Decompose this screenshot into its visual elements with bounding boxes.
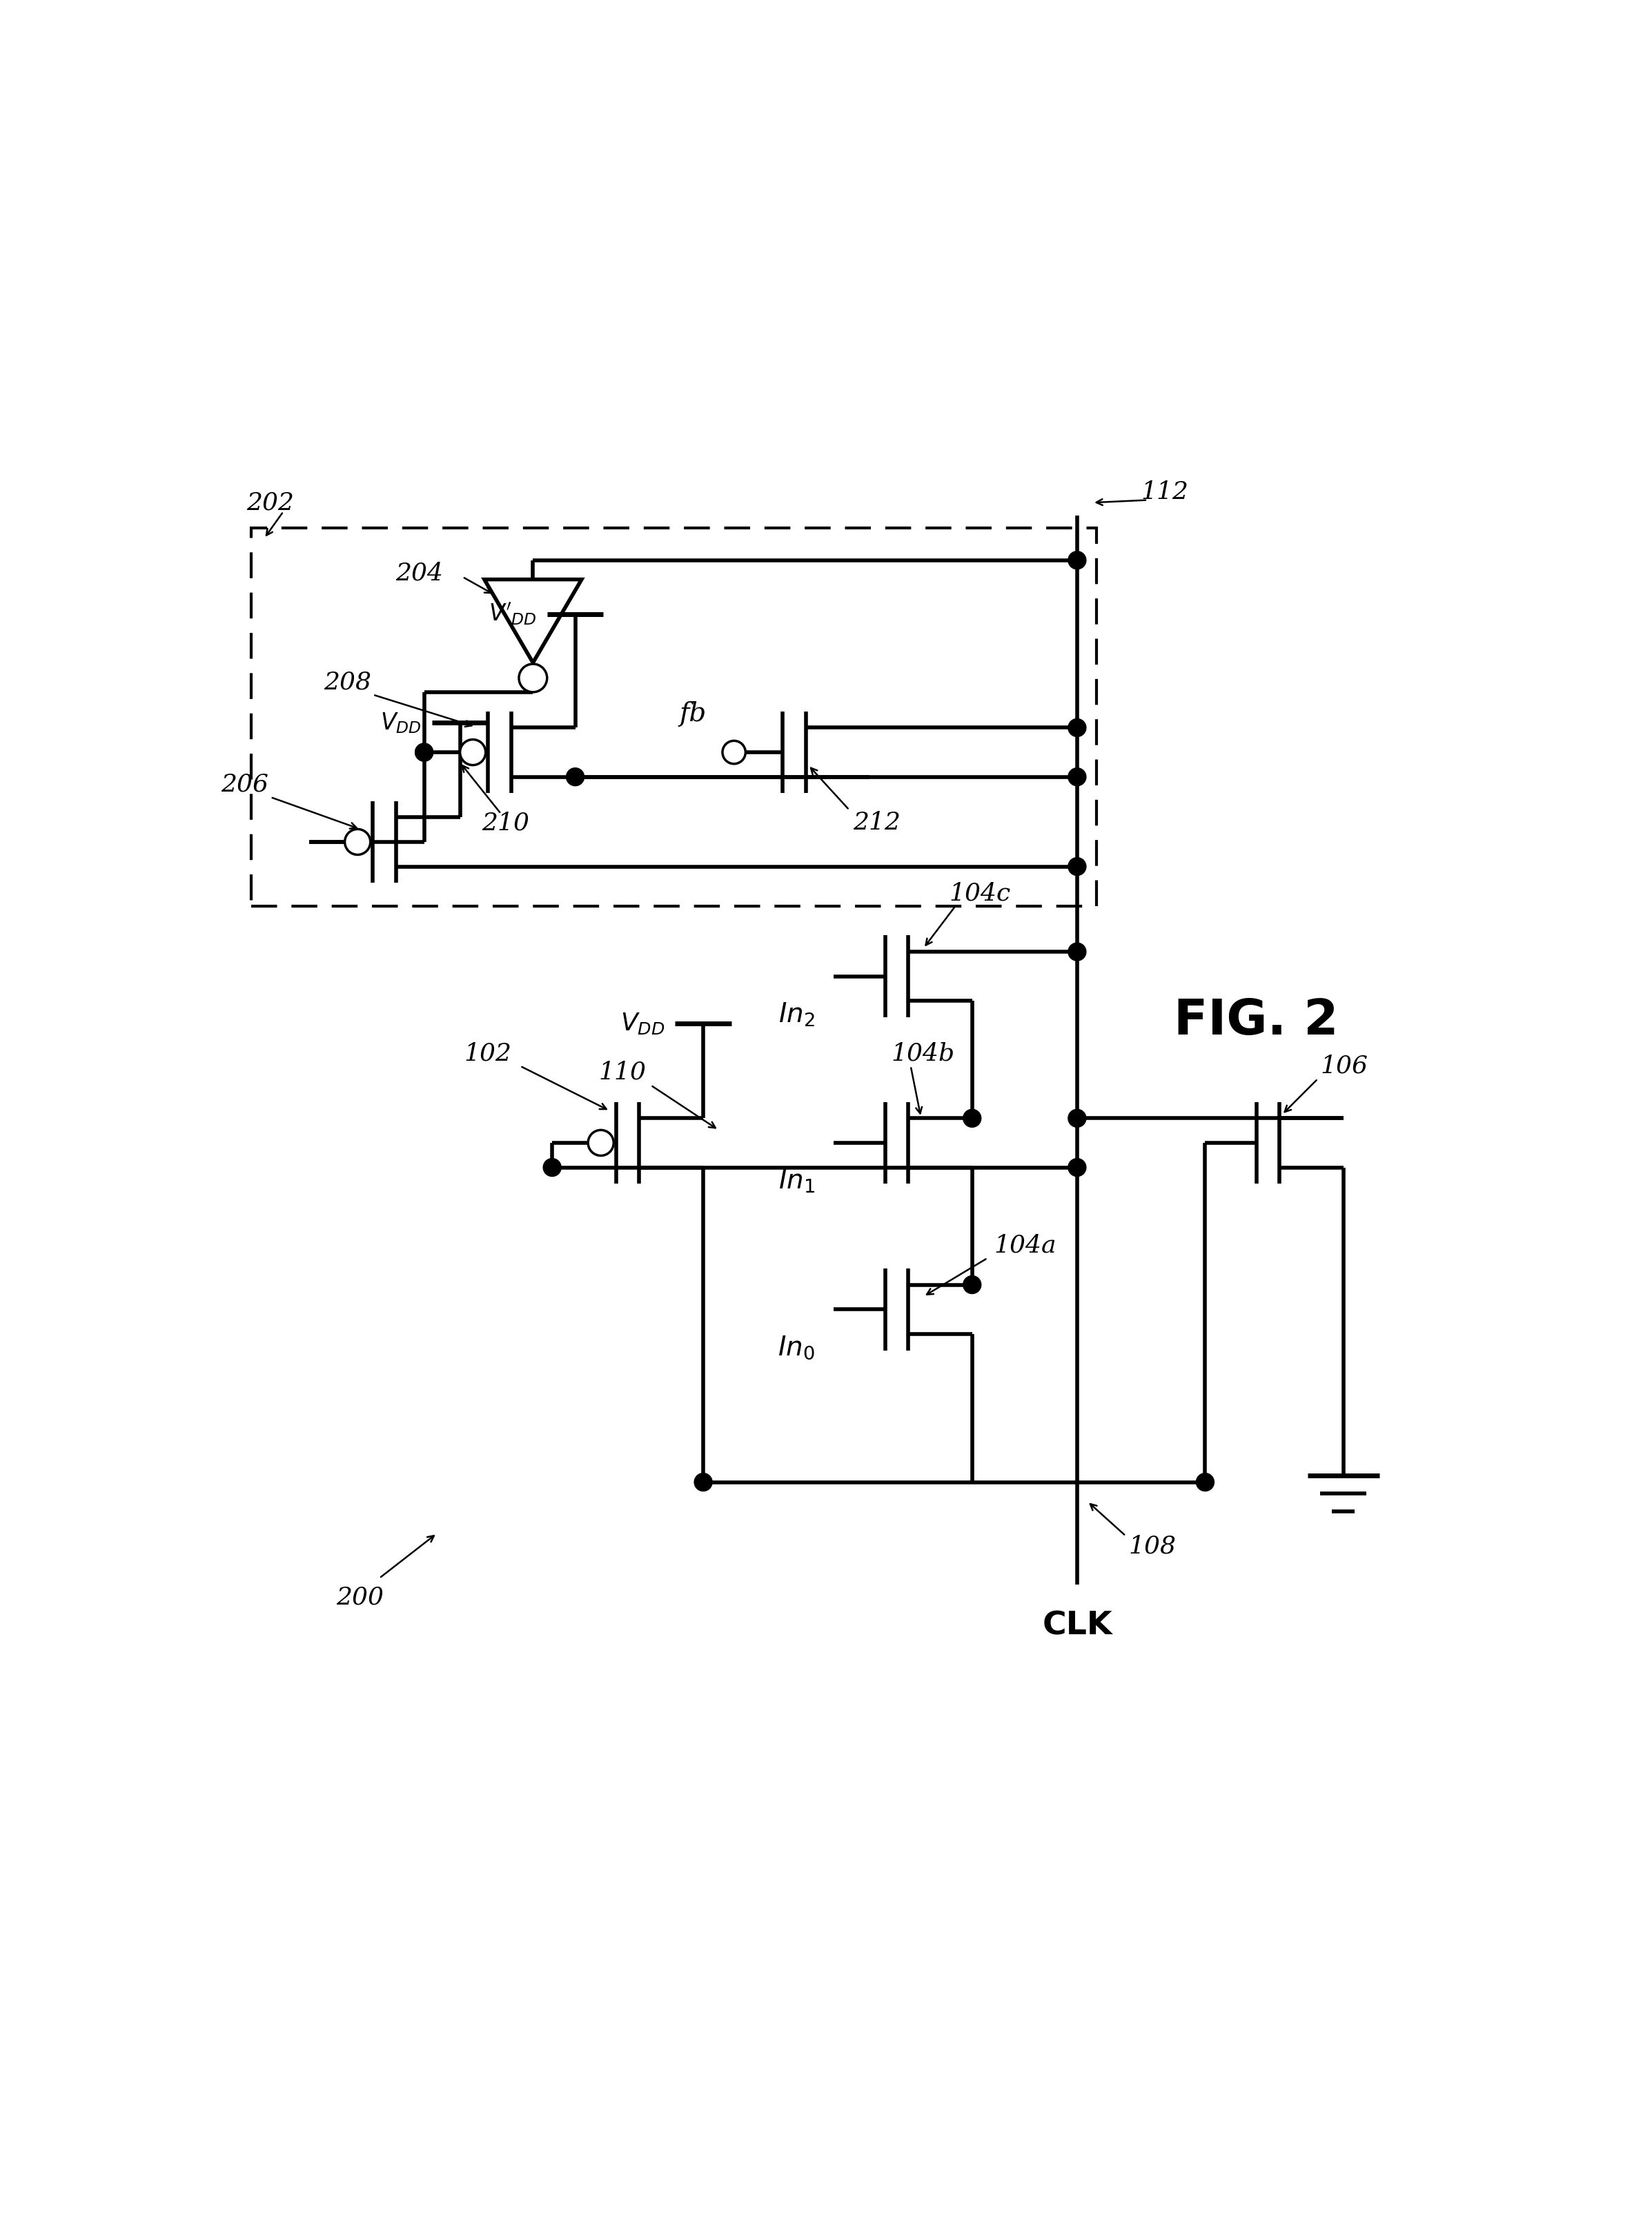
Text: 204: 204 — [396, 561, 443, 585]
Circle shape — [694, 1473, 712, 1491]
Circle shape — [415, 743, 433, 761]
Text: $V'_{DD}$: $V'_{DD}$ — [489, 601, 537, 627]
Text: $V_{DD}$: $V_{DD}$ — [621, 1012, 664, 1037]
Circle shape — [1069, 719, 1085, 736]
Text: 108: 108 — [1128, 1535, 1176, 1558]
Text: $In_2$: $In_2$ — [778, 1001, 814, 1028]
Circle shape — [1069, 768, 1085, 785]
Text: $In_0$: $In_0$ — [778, 1335, 814, 1362]
Text: 112: 112 — [1142, 481, 1189, 505]
Circle shape — [1069, 857, 1085, 874]
Circle shape — [1069, 552, 1085, 570]
Text: $In_1$: $In_1$ — [778, 1168, 814, 1195]
Text: 206: 206 — [221, 772, 269, 797]
Text: fb: fb — [679, 701, 707, 728]
Text: 110: 110 — [598, 1061, 646, 1084]
Circle shape — [519, 663, 547, 692]
Text: CLK: CLK — [1042, 1611, 1112, 1642]
Circle shape — [1069, 943, 1085, 961]
Circle shape — [1069, 1110, 1085, 1128]
Text: 208: 208 — [324, 670, 372, 694]
Circle shape — [345, 830, 370, 854]
Circle shape — [1069, 1159, 1085, 1177]
Text: 106: 106 — [1320, 1055, 1368, 1077]
Circle shape — [1196, 1473, 1214, 1491]
Text: 102: 102 — [464, 1041, 512, 1066]
Circle shape — [963, 1110, 981, 1128]
Circle shape — [415, 743, 433, 761]
Circle shape — [963, 1275, 981, 1293]
Text: 212: 212 — [852, 810, 900, 834]
Circle shape — [459, 739, 486, 765]
Text: 104c: 104c — [948, 881, 1011, 906]
Text: 104b: 104b — [892, 1041, 955, 1066]
Text: FIG. 2: FIG. 2 — [1175, 997, 1338, 1046]
Circle shape — [722, 741, 745, 763]
Circle shape — [567, 768, 585, 785]
Text: $V_{DD}$: $V_{DD}$ — [380, 710, 421, 734]
Circle shape — [588, 1130, 613, 1155]
Circle shape — [544, 1159, 562, 1177]
Text: 210: 210 — [482, 810, 529, 834]
Text: 200: 200 — [337, 1586, 383, 1609]
Text: 202: 202 — [246, 492, 294, 514]
Text: 104a: 104a — [995, 1233, 1056, 1257]
